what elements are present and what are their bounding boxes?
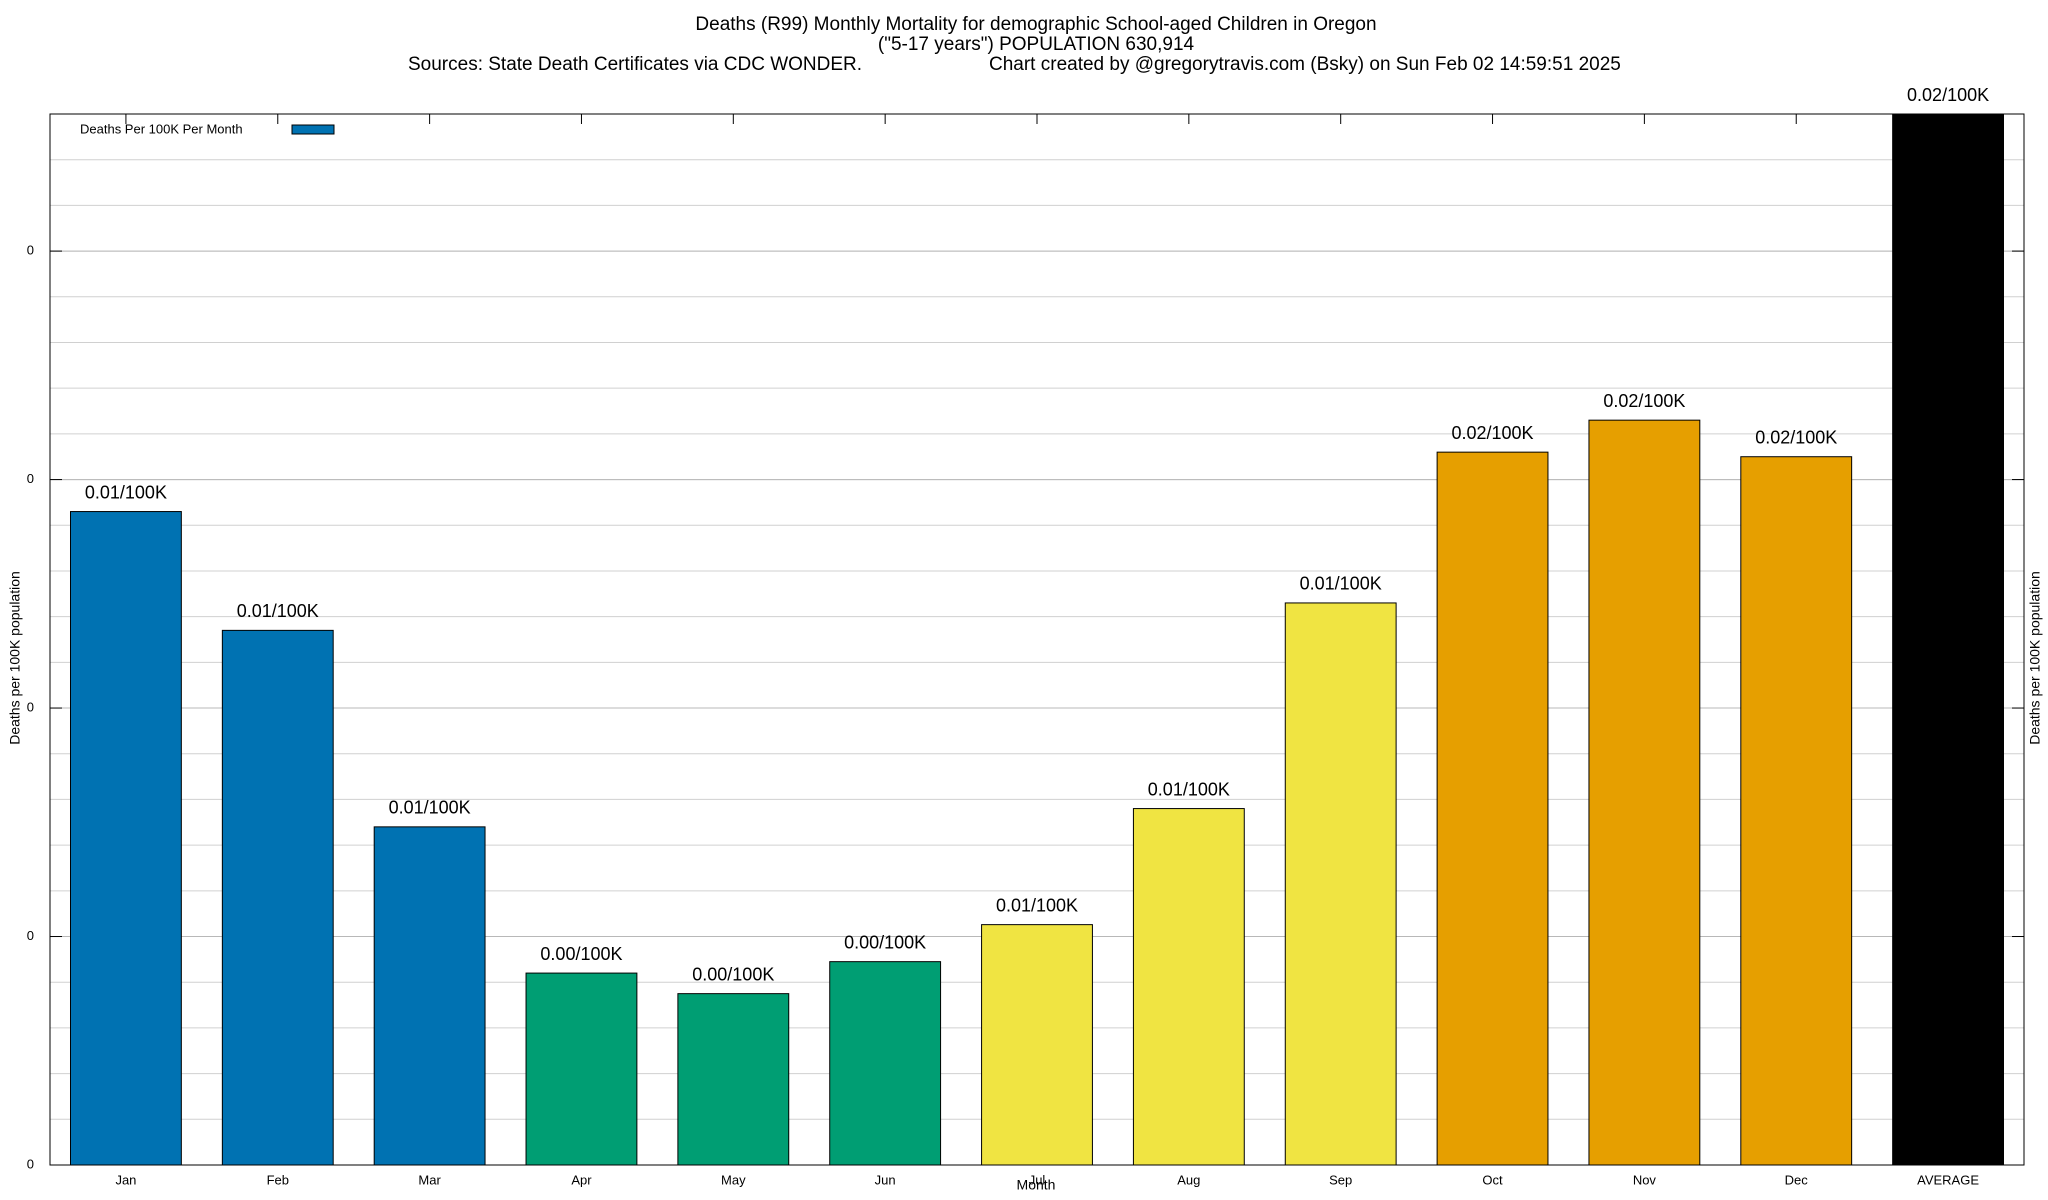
x-tick-label: Jul: [1029, 1172, 1046, 1187]
data-label: 0.01/100K: [389, 798, 471, 818]
bar: [829, 961, 942, 1166]
data-label: 0.01/100K: [1300, 574, 1382, 594]
bar: [221, 629, 334, 1166]
bar: [1588, 419, 1701, 1166]
bar: [1740, 456, 1853, 1166]
bar: [373, 826, 486, 1166]
bar: [1132, 808, 1245, 1166]
chart-title: Deaths (R99) Monthly Mortality for demog…: [695, 14, 1376, 35]
chart-subtitle: ("5-17 years") POPULATION 630,914: [878, 34, 1195, 55]
plot-frame: [49, 113, 2025, 1166]
data-label: 0.02/100K: [1451, 423, 1533, 443]
data-label: 0.02/100K: [1907, 85, 1989, 105]
bar: [69, 511, 182, 1166]
y-tick-label: 0: [27, 471, 34, 486]
x-tick-label: Dec: [1785, 1172, 1809, 1187]
data-label: 0.02/100K: [1603, 391, 1685, 411]
data-label: 0.01/100K: [1148, 779, 1230, 799]
x-tick-label: Oct: [1482, 1172, 1503, 1187]
legend-swatch: [291, 124, 335, 135]
x-tick-label: Nov: [1633, 1172, 1657, 1187]
data-label: 0.01/100K: [996, 895, 1078, 915]
bar: [1284, 602, 1397, 1166]
y2-axis-label: Deaths per 100K population: [2027, 571, 2043, 745]
bar: [525, 972, 638, 1166]
source: Sources: State Death Certificates via CD…: [408, 54, 862, 75]
bar: [981, 924, 1093, 1166]
data-label: 0.02/100K: [1755, 427, 1837, 447]
y-tick-label: 0: [27, 1156, 34, 1171]
x-tick-label: AVERAGE: [1917, 1172, 1979, 1187]
bar: [677, 993, 790, 1166]
x-tick-label: May: [721, 1172, 746, 1187]
bar: [1436, 451, 1549, 1166]
data-label: 0.01/100K: [237, 601, 319, 621]
y-tick-label: 0: [27, 928, 34, 943]
x-tick-label: Jun: [875, 1172, 896, 1187]
data-label: 0.00/100K: [540, 944, 622, 964]
credit: Chart created by @gregorytravis.com (Bsk…: [989, 54, 1621, 75]
x-axis-label: Month: [1017, 1177, 1056, 1193]
bar: [1892, 113, 2005, 1166]
data-label: 0.00/100K: [692, 964, 774, 984]
y-tick-label: 0: [27, 243, 34, 258]
x-tick-label: Feb: [267, 1172, 289, 1187]
x-tick-label: Sep: [1329, 1172, 1352, 1187]
x-tick-label: Mar: [418, 1172, 441, 1187]
data-label: 0.00/100K: [844, 932, 926, 952]
legend-label: Deaths Per 100K Per Month: [80, 121, 243, 136]
y-axis-label: Deaths per 100K population: [7, 571, 23, 745]
x-tick-label: Aug: [1177, 1172, 1200, 1187]
data-label: 0.01/100K: [85, 482, 167, 502]
y-tick-label: 0: [27, 699, 34, 714]
x-tick-label: Apr: [571, 1172, 592, 1187]
x-tick-label: Jan: [115, 1172, 136, 1187]
